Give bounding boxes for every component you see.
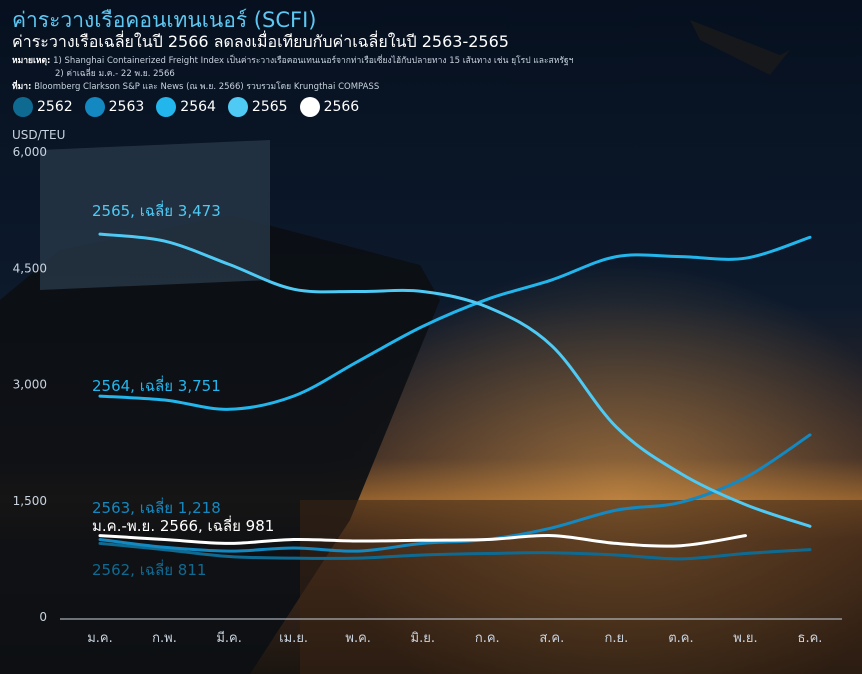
x-tick-label: ม.ค. (87, 631, 113, 646)
legend-label: 2564 (180, 99, 216, 115)
airplane-silhouette (690, 20, 790, 75)
y-tick-label: 6,000 (13, 145, 47, 159)
x-tick-label: ก.ค. (475, 631, 500, 646)
source-label: ที่มา: (12, 82, 32, 92)
y-tick-label: 4,500 (13, 261, 47, 275)
series-annotation: 2564, เฉลี่ย 3,751 (92, 375, 221, 395)
series-annotation: 2562, เฉลี่ย 811 (92, 559, 206, 579)
series-annotation: 2565, เฉลี่ย 3,473 (92, 200, 221, 220)
note-label: หมายเหตุ: (12, 56, 51, 66)
x-tick-label: พ.ค. (345, 631, 371, 646)
note-text-2: 2) ค่าเฉลี่ย ม.ค.- 22 พ.ย. 2566 (55, 69, 175, 79)
series-annotation: ม.ค.-พ.ย. 2566, เฉลี่ย 981 (92, 515, 274, 535)
legend-swatch (299, 97, 320, 117)
legend-swatch (84, 97, 105, 117)
chart-title: ค่าระวางเรือคอนเทนเนอร์ (SCFI) (12, 8, 317, 32)
legend-item: 2565 (227, 97, 288, 117)
legend-swatch (13, 97, 33, 117)
source-text: Bloomberg Clarkson S&P และ News (ณ พ.ย. … (34, 82, 380, 92)
series-line-2563 (98, 433, 812, 553)
x-tick-label: มิ.ย. (411, 631, 435, 646)
legend-item: 2564 (156, 97, 216, 117)
y-tick-label: 3,000 (13, 378, 47, 392)
legend-label: 2562 (37, 99, 73, 115)
y-tick-label: 0 (39, 610, 47, 624)
series-line-2564 (98, 235, 812, 411)
y-axis-label: USD/TEU (12, 128, 65, 142)
x-tick-label: ก.พ. (152, 631, 177, 646)
harbor-water (300, 500, 862, 674)
x-tick-label: มี.ค. (216, 630, 242, 646)
y-tick-label: 1,500 (13, 494, 47, 508)
note-text-1: 1) Shanghai Containerized Freight Index … (53, 56, 574, 66)
legend-label: 2565 (251, 99, 288, 115)
legend-label: 2566 (323, 99, 360, 115)
source-line: ที่มา: Bloomberg Clarkson S&P และ News (… (12, 79, 379, 93)
series-annotation: 2563, เฉลี่ย 1,218 (92, 497, 221, 517)
x-tick-label: เม.ย. (279, 631, 308, 646)
legend-item: 2563 (84, 97, 145, 117)
x-tick-label: ส.ค. (539, 631, 564, 646)
ship-hull (0, 215, 440, 674)
x-tick-label: ธ.ค. (798, 631, 823, 646)
series-line-2566 (98, 534, 747, 548)
legend-item: 2562 (13, 97, 73, 117)
legend-swatch (227, 97, 248, 117)
x-tick-label: พ.ย. (733, 631, 757, 646)
series-line-2562 (98, 541, 812, 561)
series-line-2565 (98, 232, 812, 528)
x-tick-label: ต.ค. (668, 631, 693, 646)
note-line-1: หมายเหตุ: 1) Shanghai Containerized Frei… (12, 53, 573, 67)
container-stack (40, 140, 270, 290)
legend-item: 2566 (299, 97, 360, 117)
legend-swatch (156, 97, 177, 117)
x-tick-label: ก.ย. (604, 631, 628, 646)
chart-legend: 2562 2563 2564 2565 2566 (13, 96, 371, 118)
chart-subtitle: ค่าระวางเรือเฉลี่ยในปี 2566 ลดลงเมื่อเที… (12, 32, 509, 51)
legend-label: 2563 (108, 99, 145, 115)
